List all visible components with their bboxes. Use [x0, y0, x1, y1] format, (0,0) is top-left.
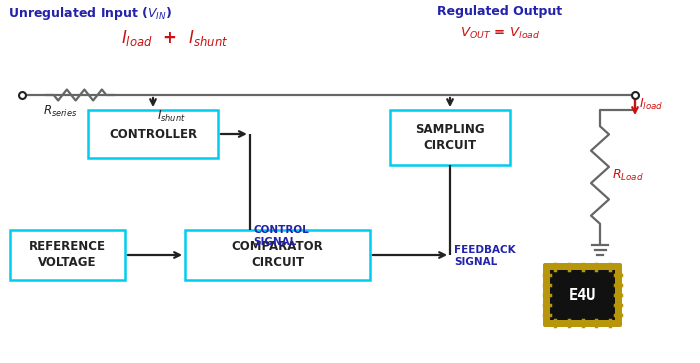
FancyBboxPatch shape: [390, 110, 510, 165]
Text: CONTROLLER: CONTROLLER: [109, 127, 197, 140]
Text: E4U: E4U: [569, 287, 596, 302]
Text: $I_{load}$: $I_{load}$: [639, 97, 664, 111]
Text: FEEDBACK
SIGNAL: FEEDBACK SIGNAL: [454, 245, 516, 266]
Text: $R_{series}$: $R_{series}$: [43, 104, 78, 119]
Text: COMPARATOR
CIRCUIT: COMPARATOR CIRCUIT: [232, 241, 323, 269]
Text: SAMPLING
CIRCUIT: SAMPLING CIRCUIT: [415, 123, 485, 152]
Text: $V_{OUT}$ = $V_{load}$: $V_{OUT}$ = $V_{load}$: [460, 26, 540, 41]
FancyBboxPatch shape: [550, 270, 615, 320]
FancyBboxPatch shape: [543, 263, 622, 327]
Text: Regulated Output: Regulated Output: [438, 5, 563, 18]
Text: $R_{Load}$: $R_{Load}$: [612, 167, 644, 183]
Text: $I_{shunt}$: $I_{shunt}$: [157, 109, 186, 124]
Text: $I_{load}$  +  $I_{shunt}$: $I_{load}$ + $I_{shunt}$: [121, 28, 229, 48]
Text: CONTROL
SIGNAL: CONTROL SIGNAL: [253, 225, 309, 246]
FancyBboxPatch shape: [185, 230, 370, 280]
FancyBboxPatch shape: [88, 110, 218, 158]
Text: REFERENCE
VOLTAGE: REFERENCE VOLTAGE: [29, 241, 106, 269]
FancyBboxPatch shape: [10, 230, 125, 280]
Text: Unregulated Input ($V_{IN}$): Unregulated Input ($V_{IN}$): [8, 5, 172, 22]
